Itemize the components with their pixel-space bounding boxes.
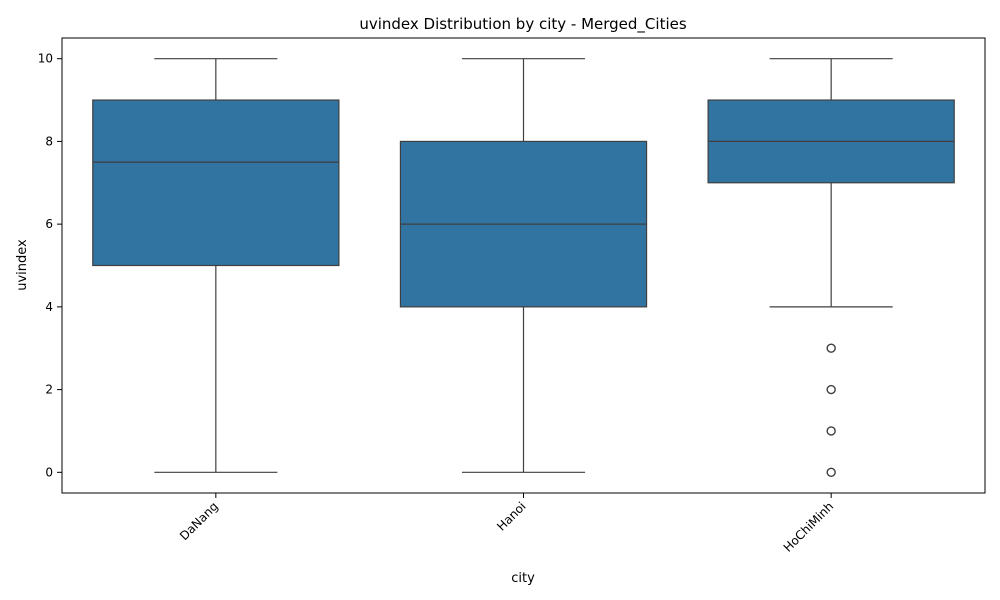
y-axis: 0 2 4 6 8 10	[38, 52, 62, 479]
y-tick-label: 6	[45, 217, 53, 231]
y-tick-label: 0	[45, 465, 53, 479]
plot-area	[61, 37, 986, 494]
iqr-box	[92, 99, 340, 267]
chart-title: uvindex Distribution by city - Merged_Ci…	[359, 15, 687, 34]
outlier-point	[826, 426, 836, 436]
outlier-point	[826, 467, 836, 478]
box-hochiminh	[707, 58, 955, 478]
y-tick-label: 4	[45, 300, 53, 314]
outlier-point	[826, 384, 836, 395]
y-axis-title: uvindex	[15, 239, 30, 291]
y-tick-label: 2	[45, 383, 53, 397]
x-tick-label: DaNang	[177, 499, 221, 543]
box-danang	[92, 58, 340, 473]
x-tick-label: HoChiMinh	[781, 499, 837, 555]
y-tick-label: 8	[45, 134, 53, 148]
y-tick-label: 10	[38, 52, 53, 66]
x-axis: DaNang Hanoi HoChiMinh	[177, 493, 836, 555]
box-hanoi	[399, 58, 648, 473]
x-tick-label: Hanoi	[494, 499, 528, 533]
x-axis-title: city	[511, 571, 535, 586]
outlier-point	[826, 343, 836, 353]
